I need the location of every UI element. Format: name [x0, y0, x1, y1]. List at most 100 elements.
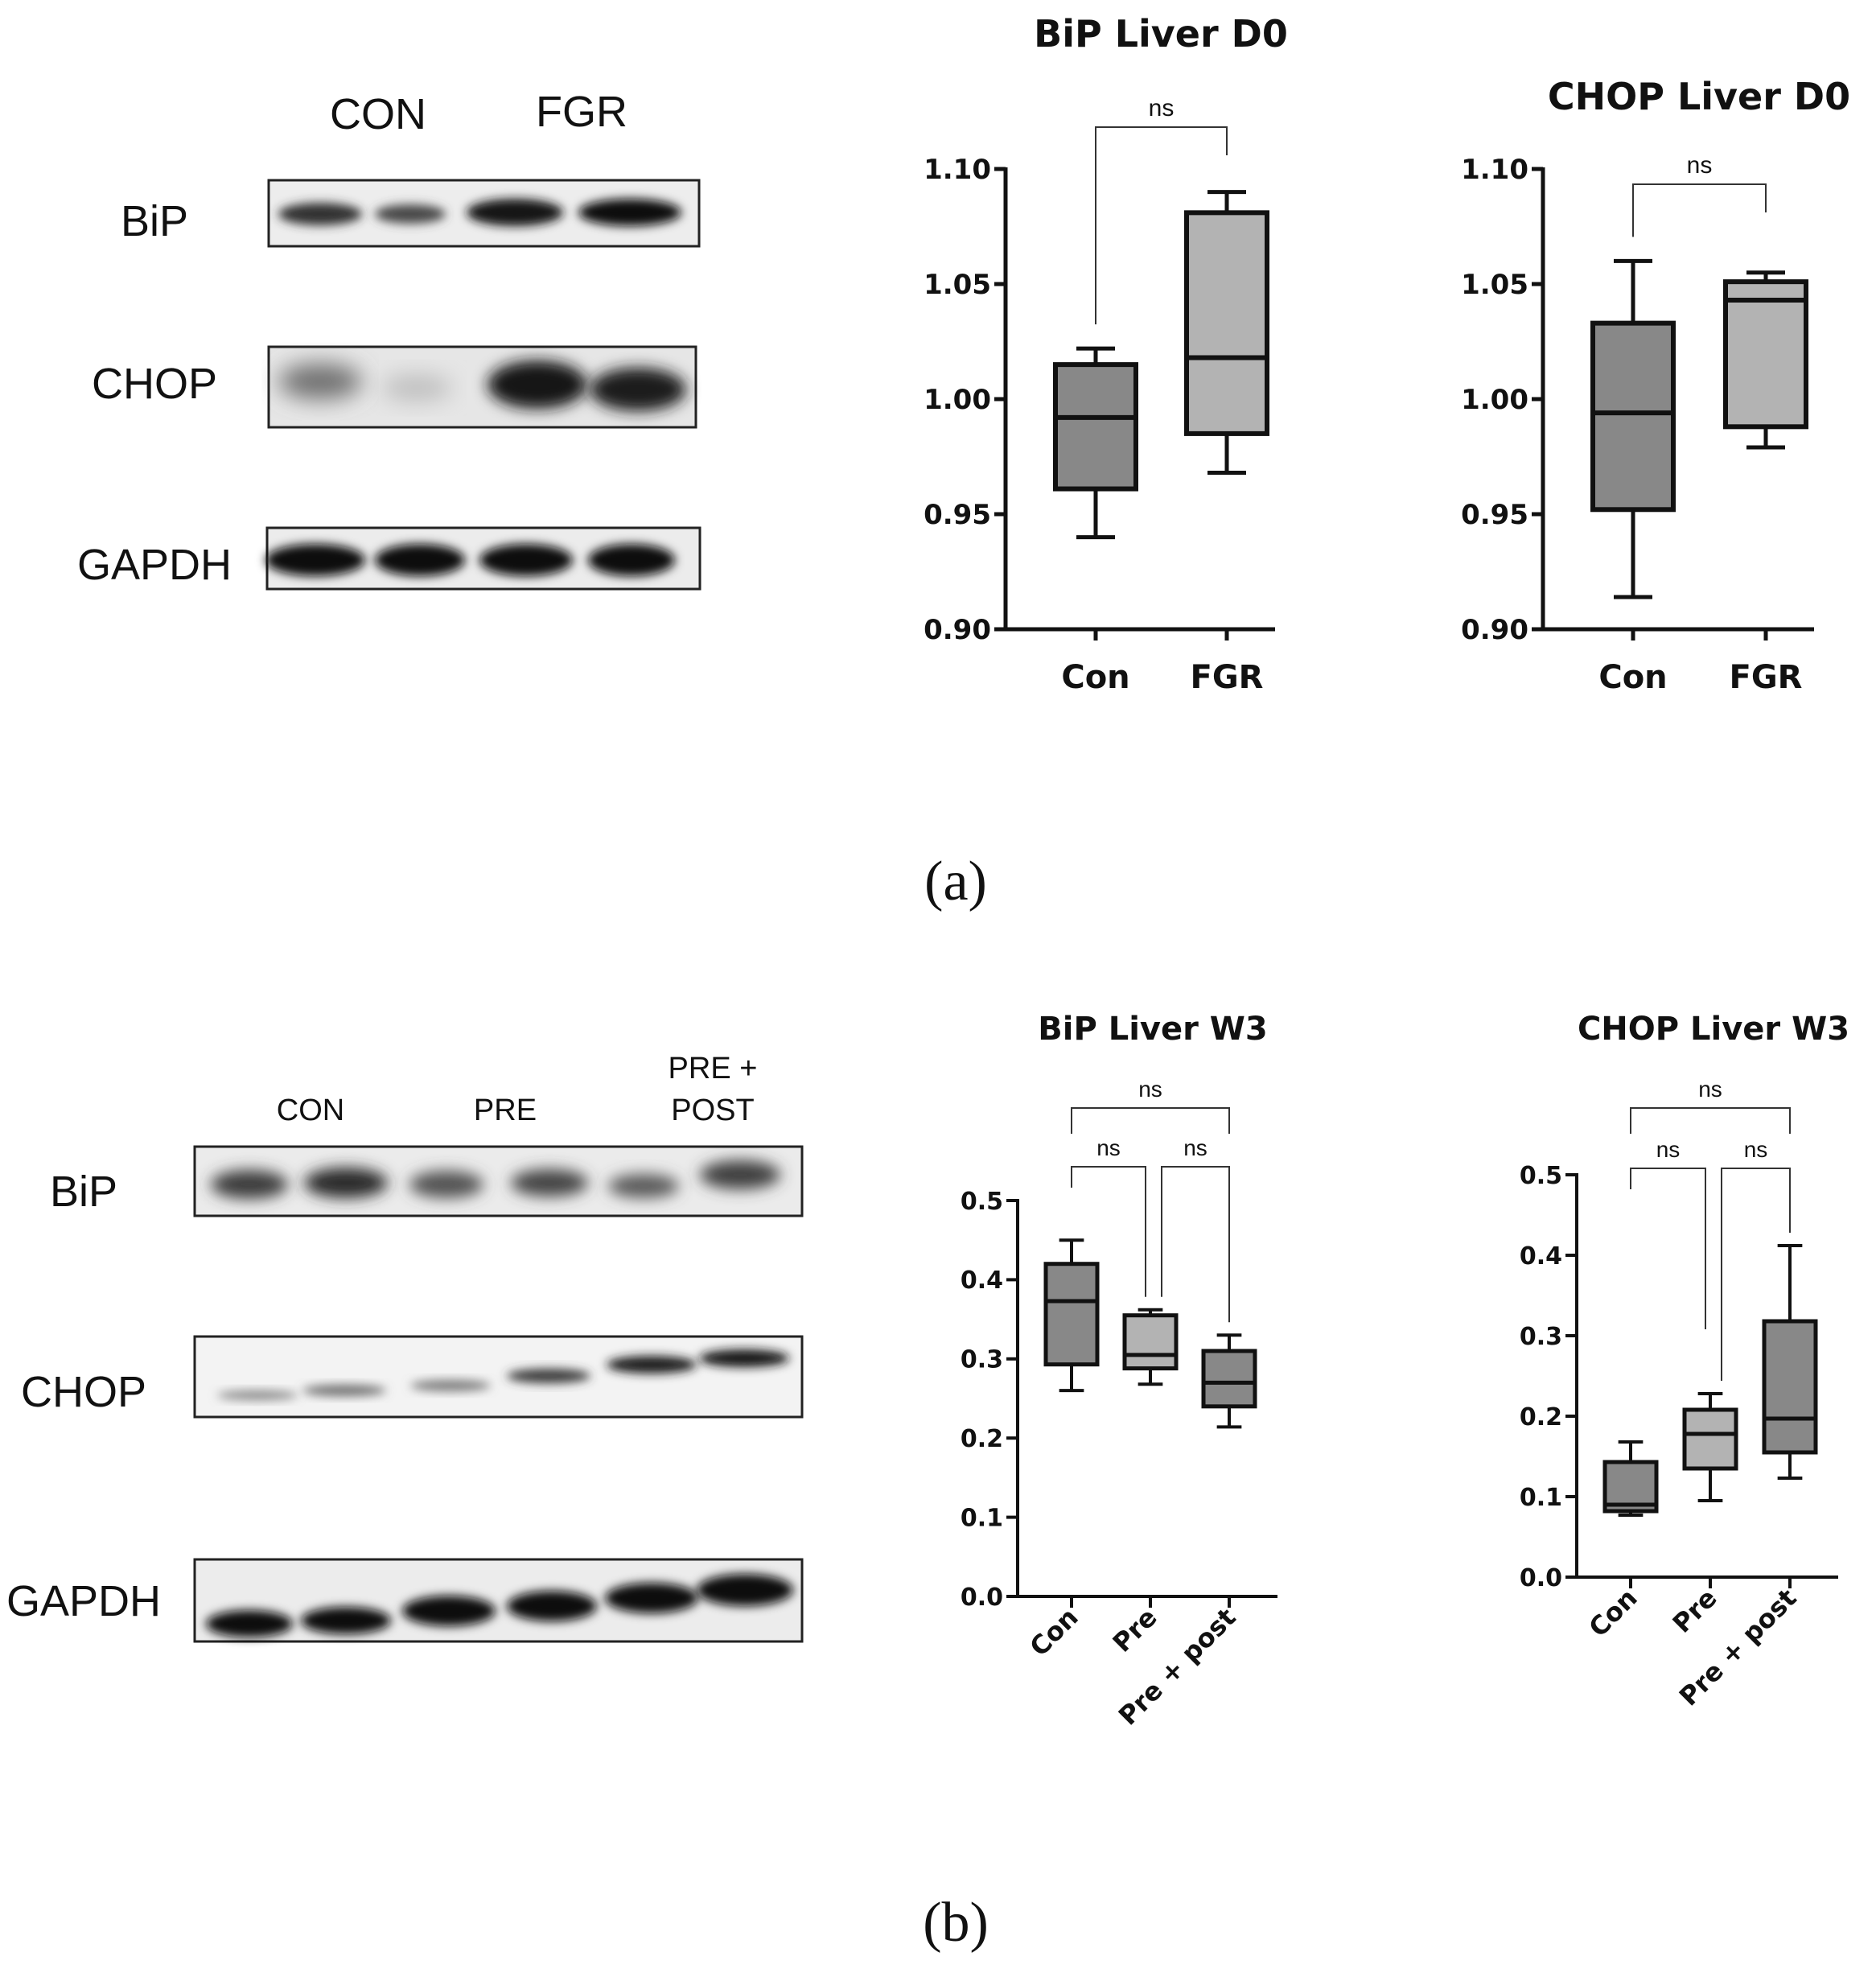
chop-w3-significance-label: ns	[1656, 1137, 1681, 1162]
chop-w3-box-pre-post	[1762, 1319, 1818, 1455]
chop-w3-ytick-label: 0.3	[1520, 1323, 1562, 1351]
chop-d0-significance-bracket	[1632, 183, 1767, 237]
bip-w3-ytick-label: 0.0	[961, 1584, 1003, 1612]
chop-d0-box-fgr	[1723, 279, 1808, 430]
chop-w3-ytick-label: 0.5	[1520, 1162, 1562, 1190]
blot-b-row-chop: CHOP	[21, 1368, 146, 1416]
bip-w3-ytick-label: 0.4	[961, 1267, 1003, 1295]
chop-d0-category-label: Con	[1598, 659, 1667, 696]
blot-a-chop-strip	[267, 345, 697, 429]
band	[206, 1610, 293, 1637]
bip-w3-ytick-label: 0.3	[961, 1346, 1003, 1374]
chart-chop-liver-d0: CHOP Liver D0 0.90 0.95 1.00 1.05 1.10 Con FGR n…	[1461, 75, 1850, 696]
band	[608, 1174, 679, 1198]
bip-d0-title: BiP Liver D0	[1034, 12, 1288, 56]
bip-w3-significance-bracket	[1071, 1166, 1146, 1297]
blot-b-row-gapdh: GAPDH	[6, 1577, 161, 1625]
chop-w3-significance-label: ns	[1744, 1137, 1768, 1162]
band	[381, 375, 452, 401]
chop-w3-ytick-label: 0.1	[1520, 1484, 1562, 1512]
bip-d0-significance-bracket	[1095, 126, 1228, 325]
chop-w3-significance-bracket	[1721, 1168, 1791, 1381]
band	[607, 1356, 697, 1374]
band	[507, 1369, 590, 1383]
band	[605, 1583, 698, 1613]
bip-d0-ytick-label: 1.05	[924, 269, 991, 301]
band	[375, 544, 465, 576]
band	[304, 1168, 388, 1198]
blot-b-group-post: POST	[671, 1094, 754, 1127]
panel-a-label: (a)	[924, 851, 987, 912]
chop-w3-title: CHOP Liver W3	[1578, 1011, 1849, 1048]
band	[507, 1591, 597, 1621]
bip-d0-significance-label: ns	[1149, 95, 1175, 122]
band	[265, 544, 365, 576]
chop-d0-significance-label: ns	[1687, 152, 1713, 179]
band	[211, 1170, 288, 1199]
chop-w3-ytick-label: 0.0	[1520, 1564, 1562, 1592]
chop-d0-ytick-label: 1.00	[1461, 384, 1528, 416]
blot-b-row-bip: BiP	[50, 1168, 117, 1216]
band	[590, 368, 686, 411]
band	[375, 204, 446, 224]
bip-w3-significance-bracket	[1161, 1166, 1230, 1323]
bip-d0-box-fgr	[1184, 210, 1269, 436]
blot-b-group-con: CON	[277, 1094, 344, 1127]
band	[402, 1596, 496, 1626]
band	[511, 1169, 588, 1197]
panel-b-label: (b)	[923, 1892, 989, 1954]
blot-b-gapdh-strip	[193, 1558, 804, 1643]
blot-a-group-fgr: FGR	[536, 88, 627, 136]
bip-w3-significance-bracket	[1071, 1107, 1230, 1134]
blot-a-row-bip: BiP	[121, 197, 188, 245]
band	[488, 360, 587, 409]
chop-d0-ytick-label: 1.10	[1461, 154, 1528, 186]
bip-d0-ytick-label: 1.00	[924, 384, 991, 416]
band	[301, 1607, 391, 1634]
bip-d0-category-label: FGR	[1191, 659, 1264, 696]
chop-d0-ytick-label: 0.95	[1461, 499, 1528, 531]
band	[578, 199, 681, 226]
blot-b-group-pre-plus: PRE +	[669, 1052, 758, 1085]
blot-b-bip-strip	[193, 1145, 804, 1217]
blot-a-bip-strip	[267, 179, 701, 248]
bip-w3-ytick-label: 0.1	[961, 1504, 1003, 1532]
chop-d0-title: CHOP Liver D0	[1548, 75, 1850, 118]
chop-d0-ytick-label: 0.90	[1461, 614, 1528, 646]
blot-b: CON PRE PRE + POST BiP CHOP GAPDH	[6, 1052, 804, 1643]
bip-d0-ytick-label: 1.10	[924, 154, 991, 186]
bip-d0-ytick-label: 0.95	[924, 499, 991, 531]
blot-b-group-pre: PRE	[474, 1094, 537, 1127]
blot-a-gapdh-strip	[265, 526, 701, 591]
band	[278, 203, 362, 225]
chop-w3-category-label: Con	[1583, 1583, 1644, 1643]
band	[700, 1160, 780, 1189]
bip-w3-box-pre-post	[1201, 1349, 1257, 1409]
chop-w3-ytick-label: 0.2	[1520, 1403, 1562, 1431]
bip-w3-significance-label: ns	[1183, 1135, 1207, 1160]
bip-w3-significance-label: ns	[1096, 1135, 1121, 1160]
band	[409, 1171, 483, 1198]
bip-w3-title: BiP Liver W3	[1038, 1011, 1267, 1048]
band	[410, 1380, 491, 1391]
band	[697, 1574, 793, 1606]
blot-a: CON FGR BiP CHOP GAPDH	[77, 88, 701, 591]
chop-w3-ytick-label: 0.4	[1520, 1242, 1562, 1271]
bip-d0-category-label: Con	[1061, 659, 1129, 696]
chop-d0-ytick-label: 1.05	[1461, 269, 1528, 301]
chop-d0-category-label: FGR	[1730, 659, 1803, 696]
chart-bip-liver-d0: BiP Liver D0 0.90 0.95 1.00 1.05 1.10 Con FGR ns	[924, 12, 1288, 696]
band	[479, 544, 573, 576]
band	[699, 1349, 789, 1367]
chop-w3-significance-label: ns	[1698, 1077, 1722, 1102]
chop-w3-box-pre	[1682, 1407, 1738, 1471]
bip-w3-box-con	[1043, 1262, 1100, 1367]
band	[217, 1390, 298, 1400]
chop-d0-box-con	[1590, 320, 1676, 513]
bip-d0-box-con	[1053, 362, 1138, 492]
band	[588, 544, 675, 576]
chop-w3-significance-bracket	[1630, 1168, 1706, 1329]
bip-w3-category-label: Pre	[1107, 1602, 1163, 1658]
